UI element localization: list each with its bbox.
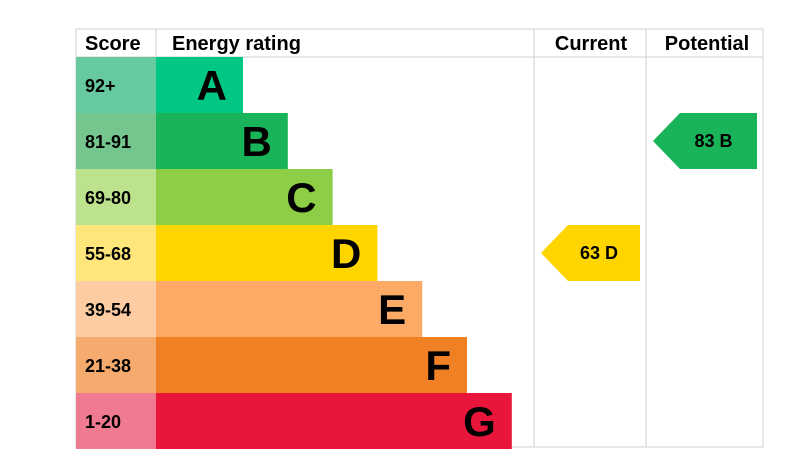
band-row-d: 55-68 D (76, 225, 378, 281)
rating-bands: 92+ A 81-91 B 69-80 C 55-68 D 39-54 E 21-38 F 1-20 G (76, 57, 512, 449)
band-row-b: 81-91 B (76, 113, 288, 169)
band-bar-e (156, 281, 423, 337)
score-cell-f (76, 337, 156, 393)
score-label-b: 81-91 (85, 132, 131, 152)
score-label-c: 69-80 (85, 188, 131, 208)
band-bar-a (156, 57, 243, 113)
band-bar-g (156, 393, 512, 449)
band-letter-a: A (197, 62, 227, 109)
score-cell-e (76, 281, 156, 337)
score-cell-g (76, 393, 156, 449)
score-cell-a (76, 57, 156, 113)
score-label-g: 1-20 (85, 412, 121, 432)
header-energy-rating: Energy rating (172, 33, 301, 55)
potential-arrow (653, 113, 757, 169)
score-label-f: 21-38 (85, 356, 131, 376)
potential-rating-label: 83 B (694, 131, 732, 151)
band-row-e: 39-54 E (76, 281, 423, 337)
band-letter-d: D (331, 230, 361, 277)
band-bar-f (156, 337, 467, 393)
header-current: Current (555, 33, 628, 55)
band-letter-g: G (463, 398, 496, 445)
band-letter-b: B (241, 118, 271, 165)
score-label-e: 39-54 (85, 300, 131, 320)
score-label-d: 55-68 (85, 244, 131, 264)
band-letter-e: E (378, 286, 406, 333)
band-row-a: 92+ A (76, 57, 243, 113)
band-bar-c (156, 169, 333, 225)
band-row-c: 69-80 C (76, 169, 333, 225)
band-letter-c: C (286, 174, 316, 221)
band-bar-d (156, 225, 378, 281)
rating-arrows: 63 D 83 B (541, 113, 757, 281)
band-letter-f: F (425, 342, 451, 389)
band-row-f: 21-38 F (76, 337, 467, 393)
score-cell-c (76, 169, 156, 225)
band-row-g: 1-20 G (76, 393, 512, 449)
header-potential: Potential (665, 33, 749, 55)
current-arrow (541, 225, 640, 281)
score-cell-d (76, 225, 156, 281)
current-rating-label: 63 D (580, 243, 618, 263)
header-score: Score (85, 33, 141, 55)
score-cell-b (76, 113, 156, 169)
band-bar-b (156, 113, 288, 169)
score-label-a: 92+ (85, 76, 116, 96)
